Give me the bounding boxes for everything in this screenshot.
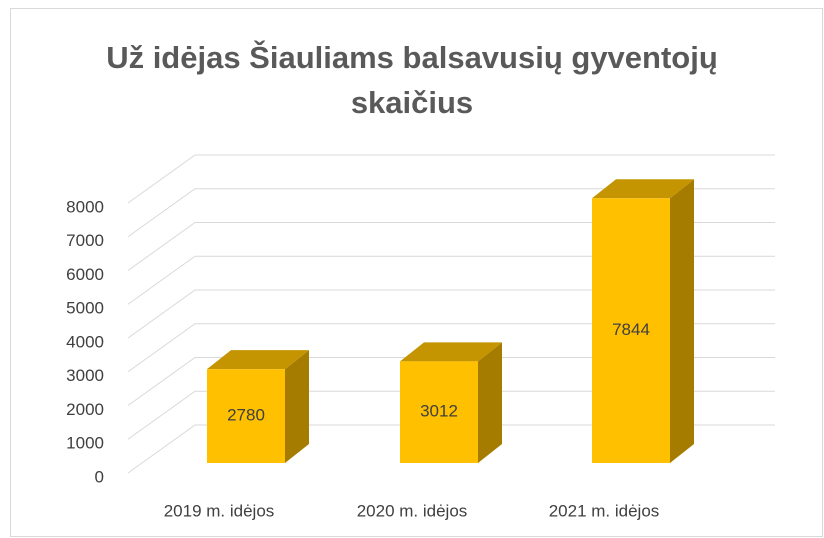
grid-line <box>127 154 775 204</box>
bar-top <box>592 179 694 199</box>
grid-line <box>127 323 775 373</box>
bar-top <box>207 350 309 370</box>
bar <box>400 361 478 463</box>
value-label: 7844 <box>612 320 650 339</box>
bar <box>207 369 285 463</box>
y-tick-label: 4000 <box>66 332 104 351</box>
value-label: 2780 <box>227 406 265 425</box>
y-tick-label: 2000 <box>66 400 104 419</box>
bar-side <box>285 350 309 463</box>
y-tick-label: 8000 <box>66 197 104 216</box>
y-tick-label: 3000 <box>66 366 104 385</box>
value-label: 3012 <box>420 402 458 421</box>
bar-side <box>478 342 502 463</box>
y-tick-label: 5000 <box>66 299 104 318</box>
grid-line <box>127 222 775 271</box>
x-tick-label: 2021 m. idėjos <box>549 501 660 520</box>
bar-side <box>670 179 694 463</box>
y-tick-label: 7000 <box>66 231 104 250</box>
y-tick-label: 0 <box>95 467 104 486</box>
x-tick-label: 2019 m. idėjos <box>164 501 275 520</box>
bar-top <box>400 342 502 362</box>
chart-title: Už idėjas Šiauliams balsavusių gyventojų… <box>106 39 718 120</box>
grid-line <box>127 188 775 238</box>
grid-line <box>127 289 775 339</box>
x-tick-label: 2020 m. idėjos <box>357 501 468 520</box>
bar <box>592 198 670 463</box>
grid-line <box>127 390 775 440</box>
grid-line <box>127 255 775 305</box>
y-tick-label: 6000 <box>66 265 104 284</box>
grid-line <box>127 424 775 474</box>
grid-line <box>127 357 775 406</box>
y-tick-label: 1000 <box>66 434 104 453</box>
